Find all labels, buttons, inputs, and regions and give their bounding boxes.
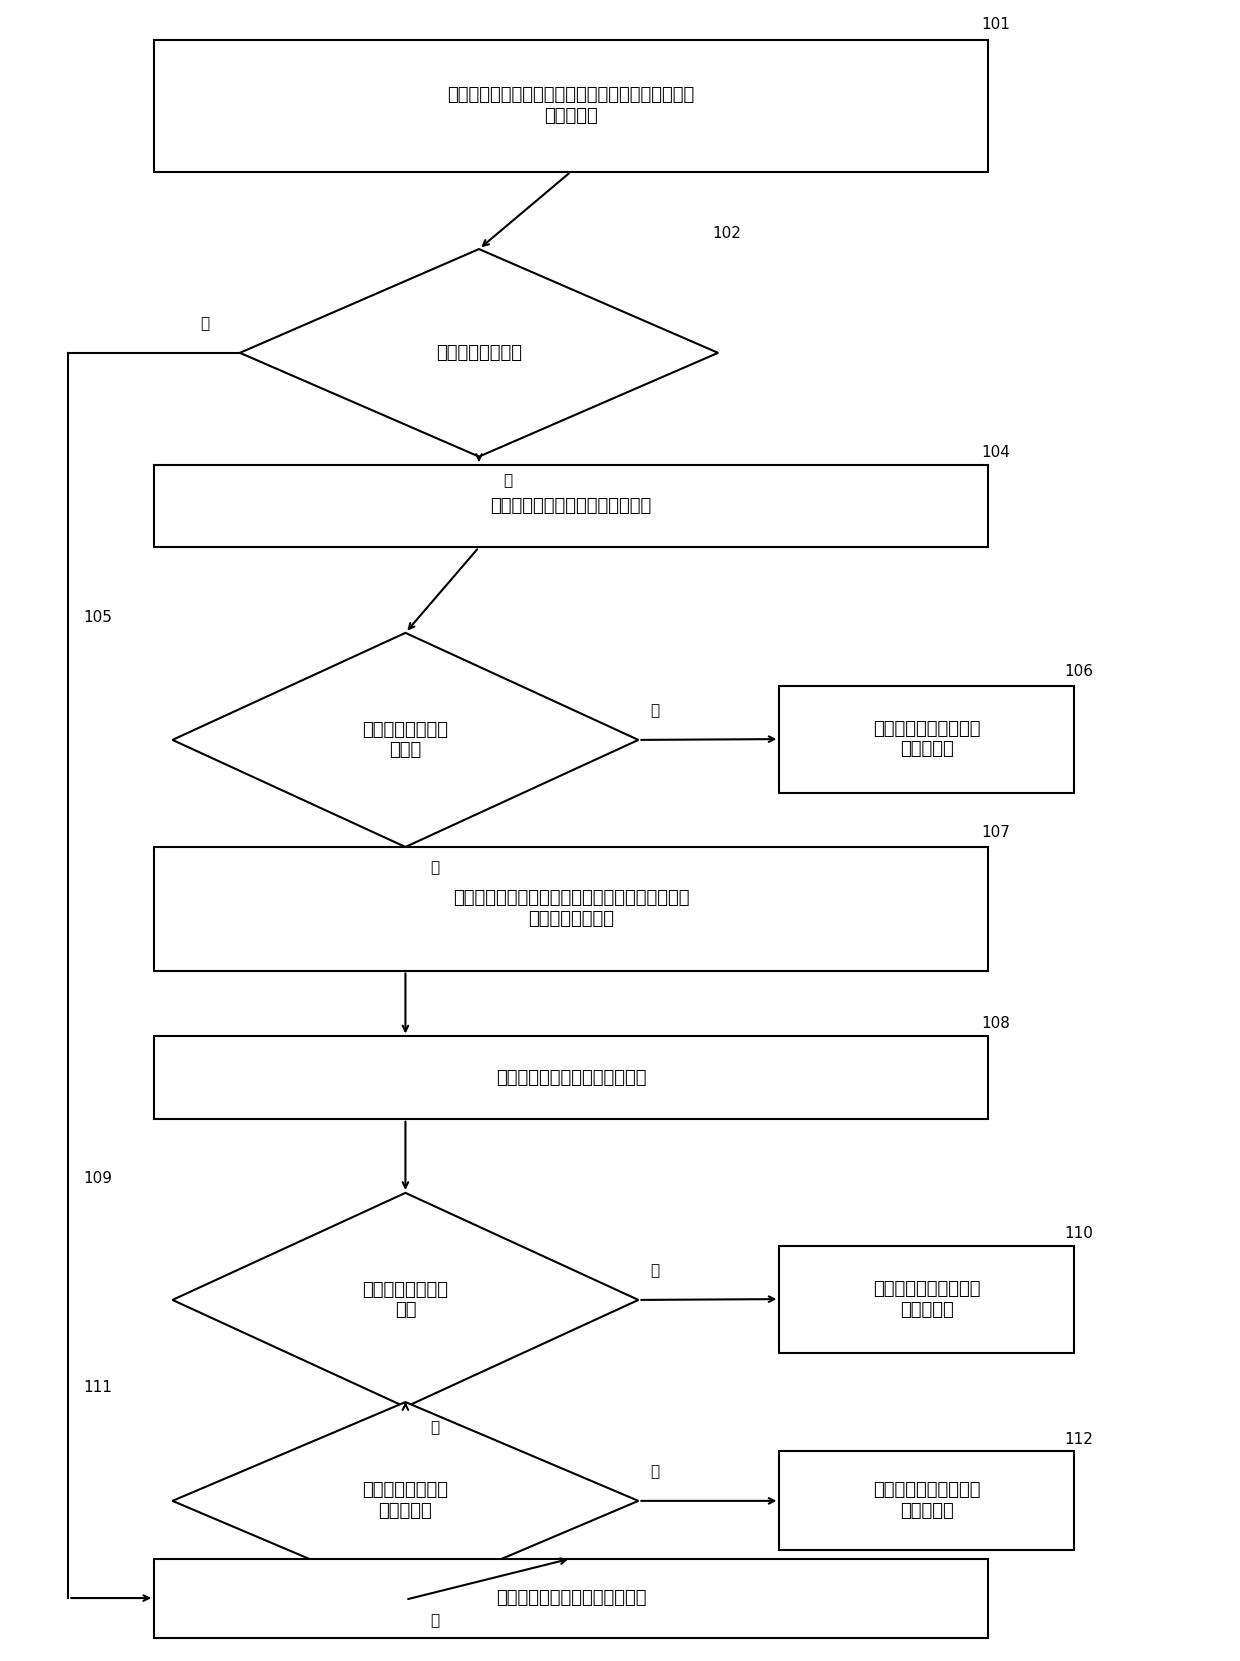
Text: 利用线性拟合方法对多个温度值按时间顺序进行拟
合，得到线性模型: 利用线性拟合方法对多个温度值按时间顺序进行拟 合，得到线性模型 [453, 889, 689, 928]
Text: 109: 109 [83, 1171, 112, 1186]
Text: 是: 是 [430, 1420, 439, 1435]
FancyBboxPatch shape [154, 1558, 988, 1638]
Text: 101: 101 [982, 17, 1011, 32]
Text: 确定多个温度值随时间变化的增量: 确定多个温度值随时间变化的增量 [490, 497, 651, 515]
FancyBboxPatch shape [154, 1036, 988, 1120]
Text: 斜率在设定斜率范
围内: 斜率在设定斜率范 围内 [362, 1281, 449, 1319]
Polygon shape [172, 1193, 639, 1407]
Text: 增量在设定的温度
范围内: 增量在设定的温度 范围内 [362, 721, 449, 759]
Text: 是: 是 [651, 1463, 660, 1478]
Text: 否: 否 [430, 1613, 439, 1628]
FancyBboxPatch shape [154, 847, 988, 970]
Text: 105: 105 [83, 610, 112, 625]
Text: 104: 104 [982, 445, 1011, 460]
FancyBboxPatch shape [154, 465, 988, 546]
Text: 108: 108 [982, 1017, 1011, 1031]
Text: 106: 106 [1064, 664, 1092, 679]
FancyBboxPatch shape [154, 40, 988, 171]
Polygon shape [172, 1402, 639, 1600]
Text: 否: 否 [651, 703, 660, 718]
Text: 决定系数小于设定
决定系数值: 决定系数小于设定 决定系数值 [362, 1482, 449, 1520]
Text: 确定所述凸台对应电极存在短路: 确定所述凸台对应电极存在短路 [496, 1590, 646, 1608]
Text: 获取温度采集装置采集的导电排上搭接电极导电棒凸
台的温度值: 获取温度采集装置采集的导电排上搭接电极导电棒凸 台的温度值 [448, 86, 694, 125]
Text: 否: 否 [651, 1262, 660, 1277]
Text: 110: 110 [1064, 1226, 1092, 1241]
Text: 确定所述凸台对应电极
不存在短路: 确定所述凸台对应电极 不存在短路 [873, 1482, 981, 1520]
Text: 111: 111 [83, 1380, 112, 1395]
Text: 否: 否 [503, 473, 512, 488]
Text: 确定所述凸台对应电极
不存在短路: 确定所述凸台对应电极 不存在短路 [873, 719, 981, 759]
Text: 102: 102 [712, 226, 740, 241]
Text: 温度值高于设定值: 温度值高于设定值 [436, 344, 522, 362]
Polygon shape [239, 249, 718, 457]
Text: 107: 107 [982, 826, 1011, 840]
FancyBboxPatch shape [780, 686, 1074, 792]
Text: 确定所述凸台对应电极
不存在短路: 确定所述凸台对应电极 不存在短路 [873, 1279, 981, 1319]
Text: 是: 是 [200, 316, 210, 331]
FancyBboxPatch shape [780, 1452, 1074, 1550]
Text: 112: 112 [1064, 1432, 1092, 1447]
Text: 是: 是 [430, 860, 439, 875]
Text: 获得线性模型的斜率与决定系数: 获得线性模型的斜率与决定系数 [496, 1068, 646, 1086]
FancyBboxPatch shape [780, 1246, 1074, 1352]
Polygon shape [172, 633, 639, 847]
